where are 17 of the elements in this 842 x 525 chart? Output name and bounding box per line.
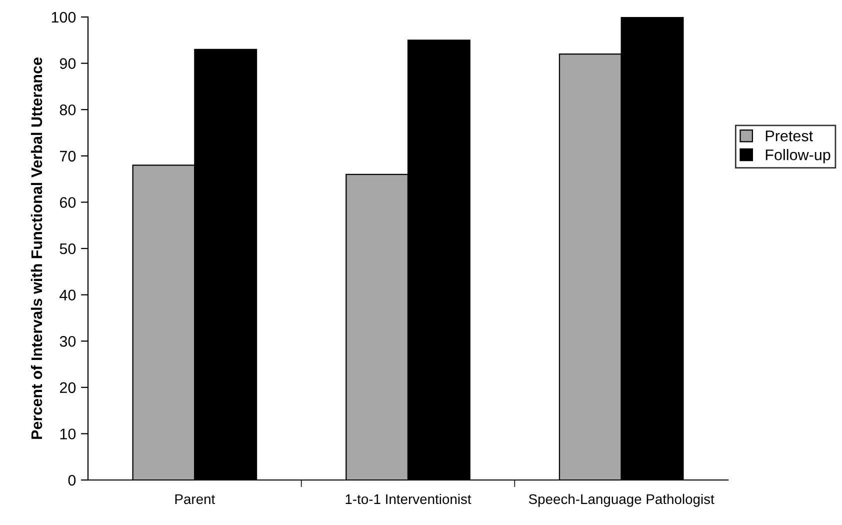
y-tick-label: 60 [60, 197, 76, 208]
y-axis-title: Percent of Intervals with Functional Verbal Utterance [30, 58, 42, 439]
y-tick-label: 10 [60, 428, 76, 440]
y-tick-label: 90 [60, 58, 76, 69]
y-tick-label: 100 [52, 12, 76, 23]
y-tick-label: 80 [60, 104, 76, 116]
y-tick-label: 0 [68, 474, 76, 486]
x-tick-label: Speech-Language Pathologist [528, 494, 714, 507]
y-tick-label: 20 [60, 382, 76, 394]
y-tick-label: 50 [60, 243, 76, 254]
x-tick-label: 1-to-1 Interventionist [346, 494, 472, 504]
y-tick-label: 30 [60, 336, 76, 347]
x-tick-label: Parent [175, 494, 216, 504]
y-tick-label: 70 [60, 150, 76, 162]
legend-label: Pretest [766, 130, 813, 142]
legend-label: Follow-up [766, 149, 830, 164]
y-tick-label: 40 [60, 290, 76, 300]
